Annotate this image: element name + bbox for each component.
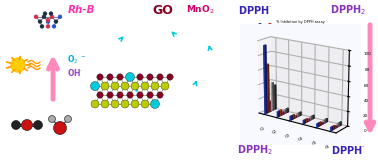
Circle shape bbox=[141, 100, 149, 108]
Circle shape bbox=[141, 82, 149, 90]
Circle shape bbox=[121, 82, 129, 90]
Text: DPPH$^·$: DPPH$^·$ bbox=[238, 4, 272, 16]
Circle shape bbox=[147, 92, 153, 98]
Circle shape bbox=[111, 100, 119, 108]
Circle shape bbox=[161, 82, 169, 90]
Circle shape bbox=[101, 100, 109, 108]
Circle shape bbox=[137, 92, 143, 98]
Circle shape bbox=[40, 24, 44, 29]
Circle shape bbox=[117, 74, 123, 80]
Text: OH$^·$: OH$^·$ bbox=[67, 67, 83, 77]
Text: Rh-B: Rh-B bbox=[68, 5, 96, 15]
Circle shape bbox=[46, 18, 50, 22]
Circle shape bbox=[101, 82, 109, 90]
Circle shape bbox=[111, 82, 119, 90]
Circle shape bbox=[42, 15, 46, 19]
Circle shape bbox=[157, 92, 163, 98]
Circle shape bbox=[107, 92, 113, 98]
Circle shape bbox=[151, 82, 159, 90]
Circle shape bbox=[54, 121, 67, 135]
Circle shape bbox=[131, 100, 139, 108]
Circle shape bbox=[54, 19, 58, 24]
Circle shape bbox=[38, 19, 42, 24]
Circle shape bbox=[11, 58, 25, 72]
Circle shape bbox=[48, 116, 56, 123]
Circle shape bbox=[50, 15, 54, 19]
Circle shape bbox=[90, 81, 99, 91]
Circle shape bbox=[125, 72, 135, 81]
Circle shape bbox=[65, 116, 71, 123]
Text: GO: GO bbox=[153, 4, 174, 16]
Circle shape bbox=[52, 24, 56, 29]
Text: MnO$_2$: MnO$_2$ bbox=[186, 4, 214, 16]
Circle shape bbox=[157, 74, 163, 80]
Title: % Inhibition by DPPH assay: % Inhibition by DPPH assay bbox=[276, 20, 325, 24]
Circle shape bbox=[43, 11, 47, 16]
Circle shape bbox=[34, 120, 42, 129]
Circle shape bbox=[46, 19, 50, 24]
Text: DPPH$^·$: DPPH$^·$ bbox=[331, 144, 365, 156]
Circle shape bbox=[46, 24, 50, 29]
Circle shape bbox=[49, 11, 53, 16]
Text: DPPH$_2$: DPPH$_2$ bbox=[330, 3, 366, 17]
Circle shape bbox=[107, 74, 113, 80]
Circle shape bbox=[137, 74, 143, 80]
Circle shape bbox=[131, 82, 139, 90]
Circle shape bbox=[11, 120, 20, 129]
Circle shape bbox=[34, 15, 38, 19]
Circle shape bbox=[127, 92, 133, 98]
Circle shape bbox=[22, 120, 33, 131]
Circle shape bbox=[58, 15, 62, 19]
Circle shape bbox=[167, 74, 173, 80]
Circle shape bbox=[91, 100, 99, 108]
Circle shape bbox=[97, 92, 103, 98]
Circle shape bbox=[121, 100, 129, 108]
Circle shape bbox=[117, 92, 123, 98]
Text: O$_2$$^{·-}$: O$_2$$^{·-}$ bbox=[67, 54, 86, 66]
Circle shape bbox=[147, 74, 153, 80]
Text: DPPH$_2$: DPPH$_2$ bbox=[237, 143, 273, 157]
Circle shape bbox=[150, 100, 160, 108]
Circle shape bbox=[97, 74, 103, 80]
